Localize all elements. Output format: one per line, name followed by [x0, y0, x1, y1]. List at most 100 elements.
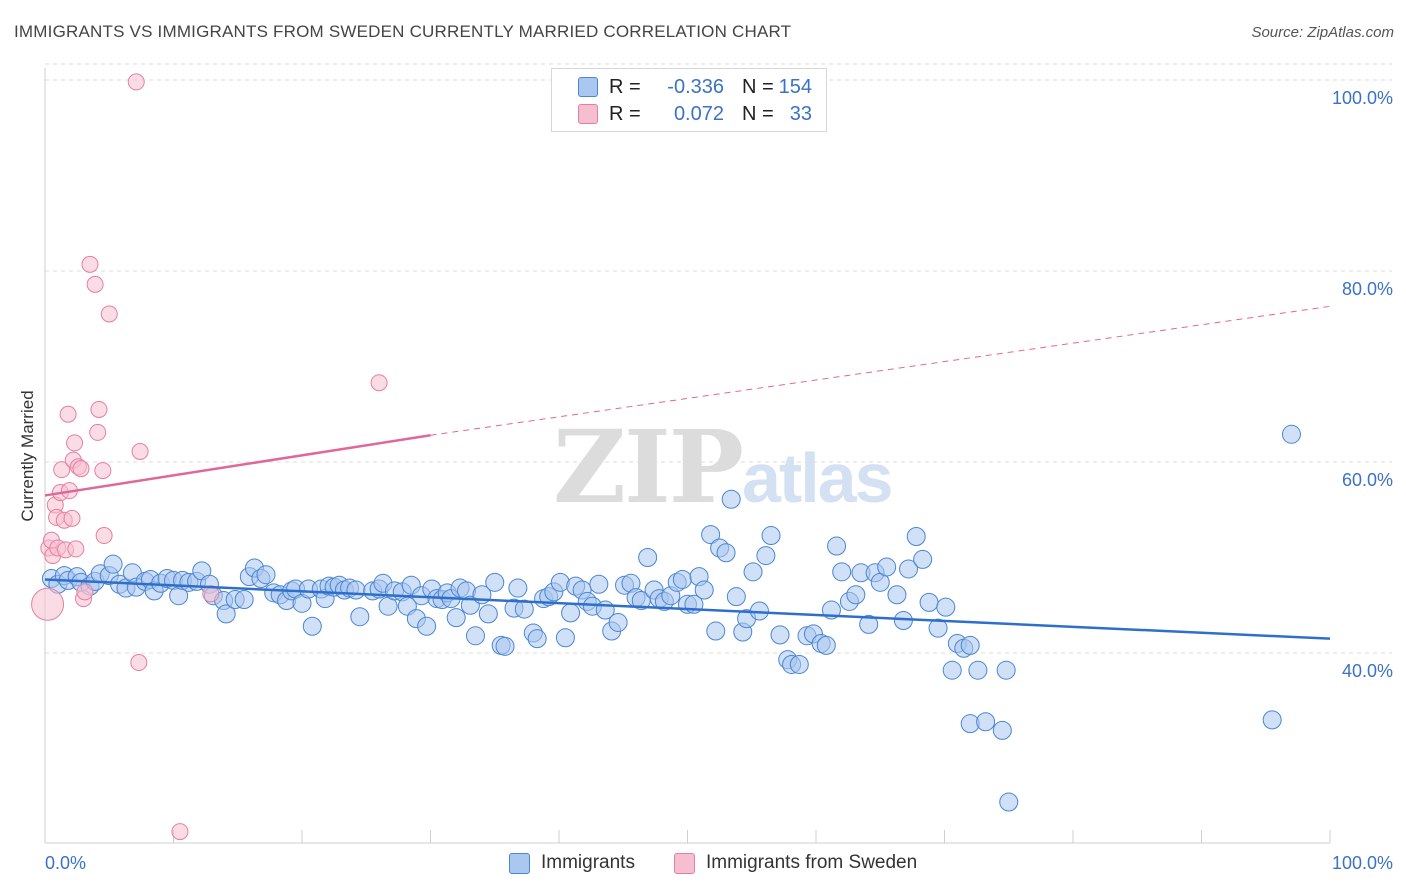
- immigrants-point: [589, 574, 609, 594]
- immigrants-point: [716, 543, 736, 563]
- sweden-point: [31, 587, 65, 621]
- immigrants-point: [508, 578, 528, 598]
- watermark-atlas: atlas: [741, 439, 894, 517]
- immigrants-point: [1281, 424, 1301, 444]
- legend-n-label: N =: [742, 103, 774, 125]
- sweden-point: [86, 275, 104, 293]
- sweden-point: [130, 654, 148, 672]
- watermark-zip: ZIP: [553, 408, 744, 526]
- sweden-point: [89, 423, 107, 441]
- immigrants-point: [672, 569, 692, 589]
- immigrants-points: [41, 424, 1301, 812]
- sweden-point: [100, 305, 118, 323]
- immigrants-point: [706, 621, 726, 641]
- legend-r-value-sweden: 0.072: [673, 103, 724, 125]
- x-tick-labels: 0.0% 100.0%: [45, 853, 1393, 873]
- immigrants-point: [936, 597, 956, 617]
- sweden-point: [63, 509, 81, 527]
- legend-r-label: R =: [609, 76, 641, 98]
- chart-title: IMMIGRANTS VS IMMIGRANTS FROM SWEDEN CUR…: [14, 22, 792, 41]
- bottom-legend-swatch-immigrants: [509, 853, 530, 874]
- legend-swatch-immigrants: [578, 77, 598, 97]
- legend-n-value-immigrants: 154: [778, 76, 812, 98]
- immigrants-point: [465, 626, 485, 646]
- axes: [44, 68, 1331, 844]
- immigrants-point: [992, 720, 1012, 740]
- immigrants-point: [478, 604, 498, 624]
- immigrants-point: [928, 618, 948, 638]
- sweden-point: [94, 462, 112, 480]
- immigrants-point: [770, 625, 790, 645]
- immigrants-point: [960, 635, 980, 655]
- immigrants-point: [913, 549, 933, 569]
- immigrants-point: [846, 585, 866, 605]
- trend-lines: [44, 305, 1331, 640]
- immigrants-point: [103, 554, 123, 574]
- sweden-point: [81, 255, 99, 273]
- immigrants-point: [919, 592, 939, 612]
- immigrants-point: [514, 599, 534, 619]
- sweden-point: [90, 400, 108, 418]
- immigrants-point: [976, 712, 996, 732]
- immigrants-point: [942, 660, 962, 680]
- immigrants-point: [350, 607, 370, 627]
- immigrants-point: [638, 548, 658, 567]
- sweden-point: [370, 374, 388, 392]
- bottom-legend-swatch-sweden: [674, 853, 695, 874]
- immigrants-point: [832, 562, 852, 582]
- immigrants-point: [789, 654, 809, 674]
- immigrants-point: [446, 608, 466, 628]
- sweden-point: [171, 823, 189, 841]
- immigrants-point: [527, 629, 547, 649]
- sweden-point: [67, 540, 85, 558]
- sweden-trend-line: [44, 434, 431, 497]
- sweden-point: [95, 527, 113, 545]
- immigrants-point: [555, 628, 575, 648]
- legend-r-label: R =: [609, 103, 641, 125]
- immigrants-point: [816, 635, 836, 655]
- immigrants-point: [216, 604, 236, 624]
- immigrants-point: [302, 616, 322, 636]
- y-tick-label: 100.0%: [1332, 88, 1393, 108]
- bottom-legend-label-immigrants: Immigrants: [541, 852, 635, 873]
- sweden-trend-extension: [430, 305, 1331, 436]
- source-label: Source: ZipAtlas.com: [1251, 24, 1394, 41]
- y-tick-label: 80.0%: [1342, 279, 1393, 299]
- sweden-point: [202, 585, 220, 603]
- immigrants-point: [756, 546, 776, 566]
- immigrants-point: [877, 557, 897, 577]
- immigrants-trend-line: [44, 578, 1331, 640]
- immigrants-point: [346, 580, 366, 600]
- correlation-legend: R = -0.336 N = 154 R = 0.072 N = 33: [551, 68, 827, 132]
- y-tick-label: 40.0%: [1342, 661, 1393, 681]
- sweden-point: [66, 434, 84, 452]
- sweden-point: [72, 460, 90, 478]
- sweden-point: [127, 73, 145, 91]
- immigrants-point: [859, 614, 879, 634]
- immigrants-point: [887, 585, 907, 605]
- immigrants-point: [726, 587, 746, 607]
- immigrants-point: [721, 489, 741, 509]
- immigrants-point: [1262, 710, 1282, 730]
- immigrants-point: [694, 580, 714, 600]
- y-tick-label: 60.0%: [1342, 470, 1393, 490]
- immigrants-point: [256, 565, 276, 585]
- immigrants-point: [561, 603, 581, 623]
- legend-swatch-sweden: [578, 104, 598, 124]
- x-tick-label-min: 0.0%: [45, 853, 86, 873]
- bottom-legend-label-sweden: Immigrants from Sweden: [706, 852, 918, 873]
- watermark: ZIPatlas: [553, 408, 894, 526]
- sweden-point: [53, 461, 71, 479]
- legend-r-value-immigrants: -0.336: [667, 76, 724, 98]
- sweden-point: [59, 405, 77, 423]
- immigrants-point: [996, 660, 1016, 680]
- immigrants-point: [417, 616, 437, 636]
- immigrants-point: [968, 660, 988, 680]
- immigrants-point: [743, 562, 763, 582]
- immigrants-point: [495, 636, 515, 656]
- immigrants-point: [899, 559, 919, 579]
- legend-n-value-sweden: 33: [789, 103, 812, 125]
- immigrants-point: [906, 526, 926, 546]
- sweden-point: [76, 583, 94, 601]
